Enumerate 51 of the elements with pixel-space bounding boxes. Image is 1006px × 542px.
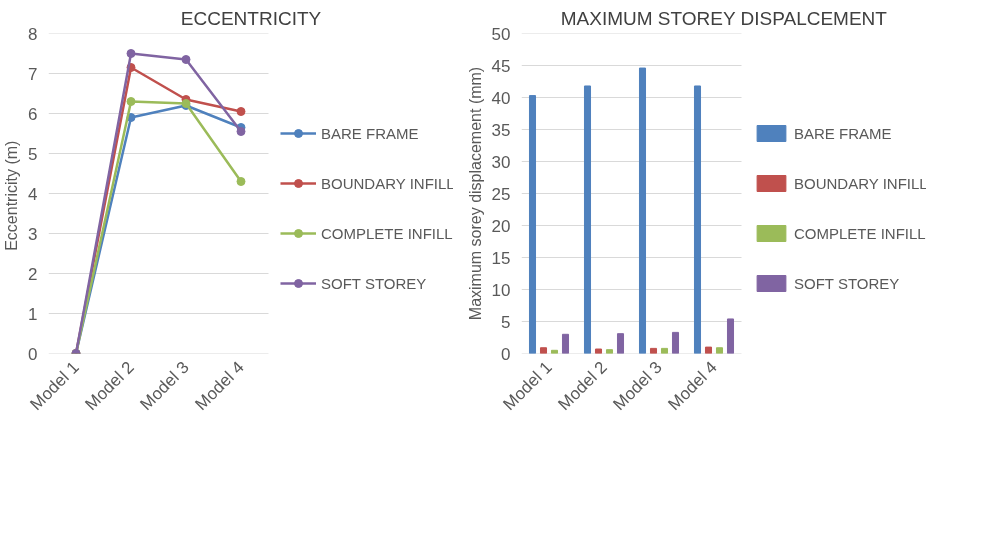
y-axis-title: Maximum sorey displacement (mm): [466, 66, 484, 321]
bar: [528, 95, 537, 354]
bar: [539, 347, 548, 354]
bar: [638, 67, 647, 354]
y-tick-label: 0: [28, 344, 38, 364]
y-tick-label: 5: [501, 312, 511, 332]
y-tick-label: 1: [28, 304, 38, 324]
bar: [660, 347, 669, 354]
y-axis-title: Eccentricity (m): [3, 140, 21, 251]
y-tick-label: 15: [491, 248, 511, 268]
y-tick-label: 20: [491, 216, 511, 236]
chart-title: MAXIMUM STOREY DISPALCEMENT: [560, 7, 888, 29]
bar: [561, 333, 570, 354]
y-tick-label: 2: [28, 264, 38, 284]
y-tick-label: 35: [491, 120, 511, 140]
y-tick-label: 7: [28, 64, 38, 84]
y-tick-label: 10: [491, 280, 511, 300]
point: [126, 49, 136, 58]
y-tick-label: 8: [28, 24, 38, 44]
y-tick-label: 6: [28, 104, 38, 124]
legend-label: SOFT STOREY: [321, 274, 427, 292]
bar: [594, 348, 603, 354]
legend-label: COMPLETE INFILL: [794, 224, 926, 242]
point: [181, 55, 191, 64]
point: [236, 177, 246, 186]
y-tick-label: 25: [491, 184, 511, 204]
y-tick-label: 45: [491, 56, 511, 76]
bar: [649, 347, 658, 354]
point: [126, 97, 136, 106]
chart-title: ECCENTRICITY: [180, 7, 322, 29]
legend-label: SOFT STOREY: [794, 274, 900, 292]
y-tick-label: 40: [491, 88, 511, 108]
point: [236, 127, 246, 136]
bar: [726, 318, 735, 354]
y-tick-label: 0: [501, 344, 511, 364]
bar: [583, 85, 592, 354]
y-tick-label: 4: [28, 184, 38, 204]
y-tick-label: 3: [28, 224, 38, 244]
legend-label: BARE FRAME: [321, 124, 419, 142]
legend-label: COMPLETE INFILL: [321, 224, 453, 242]
y-tick-label: 50: [491, 24, 511, 44]
bar: [693, 85, 702, 354]
bar: [605, 349, 614, 354]
bar: [704, 346, 713, 354]
y-tick-label: 5: [28, 144, 38, 164]
bar: [715, 347, 724, 354]
point: [236, 107, 246, 116]
y-tick-label: 30: [491, 152, 511, 172]
bar: [616, 333, 625, 354]
legend-label: BARE FRAME: [794, 124, 892, 142]
bar: [671, 331, 680, 354]
